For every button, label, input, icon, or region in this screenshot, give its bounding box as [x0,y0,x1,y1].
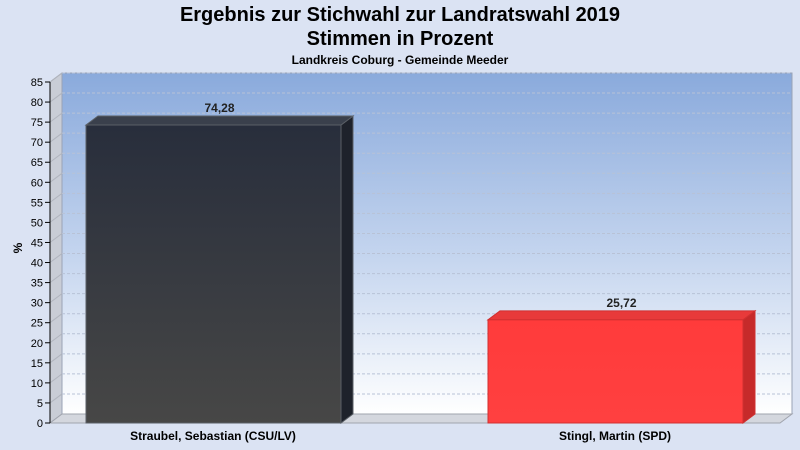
gridline-wall [49,112,63,123]
bar-2 [486,309,757,424]
bar-1 [84,115,355,424]
x-category-label: Stingl, Martin (SPD) [559,429,671,443]
gridline-wall [49,293,63,304]
bar-side [742,309,756,424]
y-tick-label: 25 [31,318,43,330]
y-tick-label: 20 [31,338,43,350]
chart-subtitle-main: Stimmen in Prozent [306,28,494,50]
y-tick-label: 10 [31,378,43,390]
y-tick-label: 80 [31,97,43,109]
gridline-wall [49,213,63,223]
data-label: 25,72 [606,296,636,310]
x-category-label: Straubel, Sebastian (CSU/LV) [130,429,296,443]
gridline-wall [49,313,63,324]
y-tick-label: 30 [31,298,43,310]
y-tick-label: 40 [31,258,43,270]
bar-top [486,310,757,321]
y-tick-label: 70 [31,137,43,149]
bar-front [487,319,744,424]
bar-side [340,115,354,424]
gridline-wall [49,152,63,163]
gridline-wall [49,72,63,83]
gridline-wall [49,253,63,263]
gridline-wall [49,333,63,344]
y-tick-label: 55 [31,197,43,209]
chart-title: Ergebnis zur Stichwahl zur Landratswahl … [179,4,621,26]
plot-left-wall [49,72,63,424]
y-tick-label: 75 [31,117,43,129]
y-tick-label: 45 [31,237,43,249]
y-tick-label: 0 [37,418,43,430]
y-tick-label: 5 [37,398,43,410]
gridline-wall [49,373,63,384]
gridline-wall [49,132,63,143]
gridline-wall [49,353,63,364]
y-tick-label: 15 [31,358,43,370]
y-tick-label: 50 [31,217,43,229]
y-axis-label: % [11,242,25,253]
y-tick-label: 85 [31,77,43,89]
data-label: 74,28 [204,101,234,115]
chart-subtitle: Landkreis Coburg - Gemeinde Meeder [291,53,509,67]
gridline-wall [49,233,63,243]
gridline-wall [49,273,63,283]
gridline-wall [49,192,63,203]
bar-top [84,115,355,126]
y-tick-label: 65 [31,157,43,169]
y-tick-label: 35 [31,278,43,290]
gridline-wall [49,172,63,183]
gridline-wall [49,393,63,404]
y-tick-label: 60 [31,177,43,189]
bar-front [85,124,342,424]
gridline-wall [49,92,63,103]
